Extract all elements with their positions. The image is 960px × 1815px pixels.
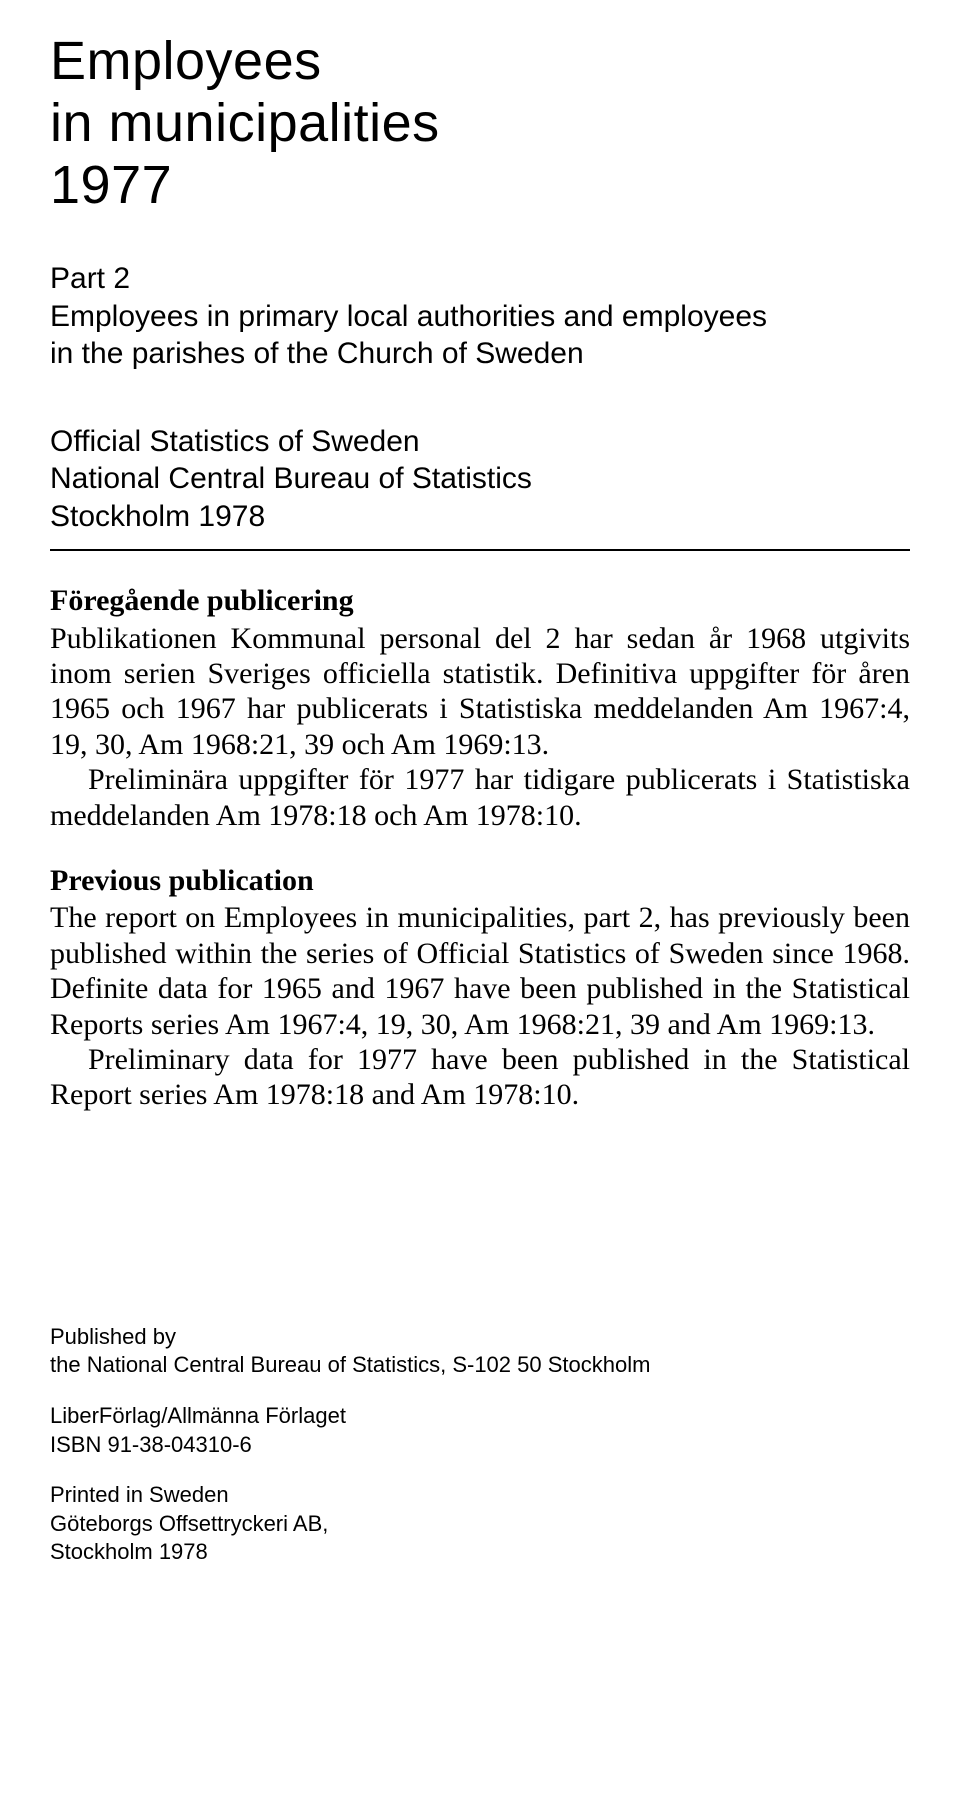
printer-city: Stockholm 1978: [50, 1538, 910, 1567]
publisher-name: LiberFörlag/Allmänna Förlaget: [50, 1402, 910, 1431]
subtitle-line-3: in the parishes of the Church of Sweden: [50, 335, 910, 373]
swedish-para-2: Preliminära uppgifter för 1977 har tidig…: [50, 762, 910, 833]
footer: Published by the National Central Bureau…: [50, 1323, 910, 1567]
english-para-1: The report on Employees in municipalitie…: [50, 900, 910, 1042]
swedish-para-1: Publikationen Kommunal personal del 2 ha…: [50, 621, 910, 763]
publisher-block: Official Statistics of Sweden National C…: [50, 423, 910, 536]
publisher-line-3: Stockholm 1978: [50, 498, 910, 536]
footer-printing: Printed in Sweden Göteborgs Offsettrycke…: [50, 1481, 910, 1567]
horizontal-rule: [50, 549, 910, 551]
title-line-1: Employees: [50, 30, 910, 92]
printed-in: Printed in Sweden: [50, 1481, 910, 1510]
subtitle-line-1: Part 2: [50, 260, 910, 298]
publisher-line-2: National Central Bureau of Statistics: [50, 460, 910, 498]
published-by-value: the National Central Bureau of Statistic…: [50, 1351, 910, 1380]
printer-name: Göteborgs Offsettryckeri AB,: [50, 1510, 910, 1539]
footer-publisher: LiberFörlag/Allmänna Förlaget ISBN 91-38…: [50, 1402, 910, 1459]
isbn: ISBN 91-38-04310-6: [50, 1431, 910, 1460]
footer-published-by: Published by the National Central Bureau…: [50, 1323, 910, 1380]
title-line-3: 1977: [50, 154, 910, 216]
english-heading: Previous publication: [50, 863, 910, 898]
english-para-2: Preliminary data for 1977 have been publ…: [50, 1042, 910, 1113]
published-by-label: Published by: [50, 1323, 910, 1352]
publisher-line-1: Official Statistics of Sweden: [50, 423, 910, 461]
subtitle-block: Part 2 Employees in primary local author…: [50, 260, 910, 373]
title-line-2: in municipalities: [50, 92, 910, 154]
document-title: Employees in municipalities 1977: [50, 30, 910, 216]
swedish-heading: Föregående publicering: [50, 583, 910, 618]
subtitle-line-2: Employees in primary local authorities a…: [50, 298, 910, 336]
